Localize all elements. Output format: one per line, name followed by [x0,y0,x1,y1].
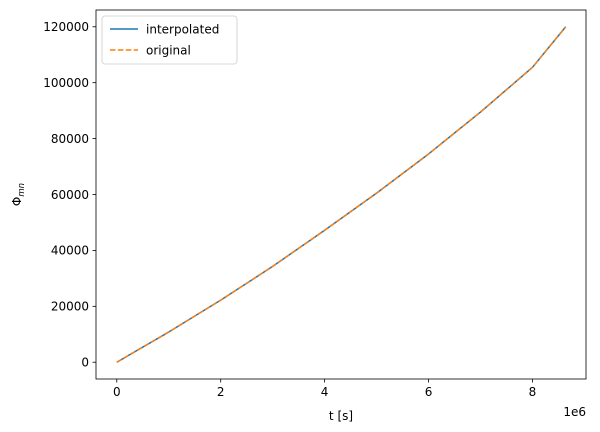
legend-box [101,15,238,65]
y-axis-label: Φmn [10,183,27,206]
y-tick-label: 20000 [51,300,89,314]
legend-label-interpolated: interpolated [146,22,219,36]
x-tick-label: 4 [321,385,329,399]
y-tick-label: 120000 [43,20,89,34]
legend-label-original: original [146,43,191,57]
x-tick-label: 8 [529,385,537,399]
series-line-original [116,26,567,363]
plot-area [116,26,567,363]
x-tick-label: 6 [425,385,433,399]
y-axis-label-base: Φ [10,197,24,206]
x-axis-label: t [s] [329,409,353,423]
x-tick-label: 0 [113,385,121,399]
x-offset-text: 1e6 [563,405,586,419]
y-tick-label: 0 [81,356,89,370]
y-tick-label: 60000 [51,188,89,202]
y-tick-label: 80000 [51,132,89,146]
legend: interpolated original [101,15,238,65]
y-axis-label-subscript: mn [17,183,27,197]
x-tick-label: 2 [217,385,225,399]
y-tick-label: 100000 [43,76,89,90]
y-tick-label: 40000 [51,244,89,258]
axes: 0 2 4 6 8 0 20000 40000 60000 80000 100000 120000 1e… [10,9,587,423]
